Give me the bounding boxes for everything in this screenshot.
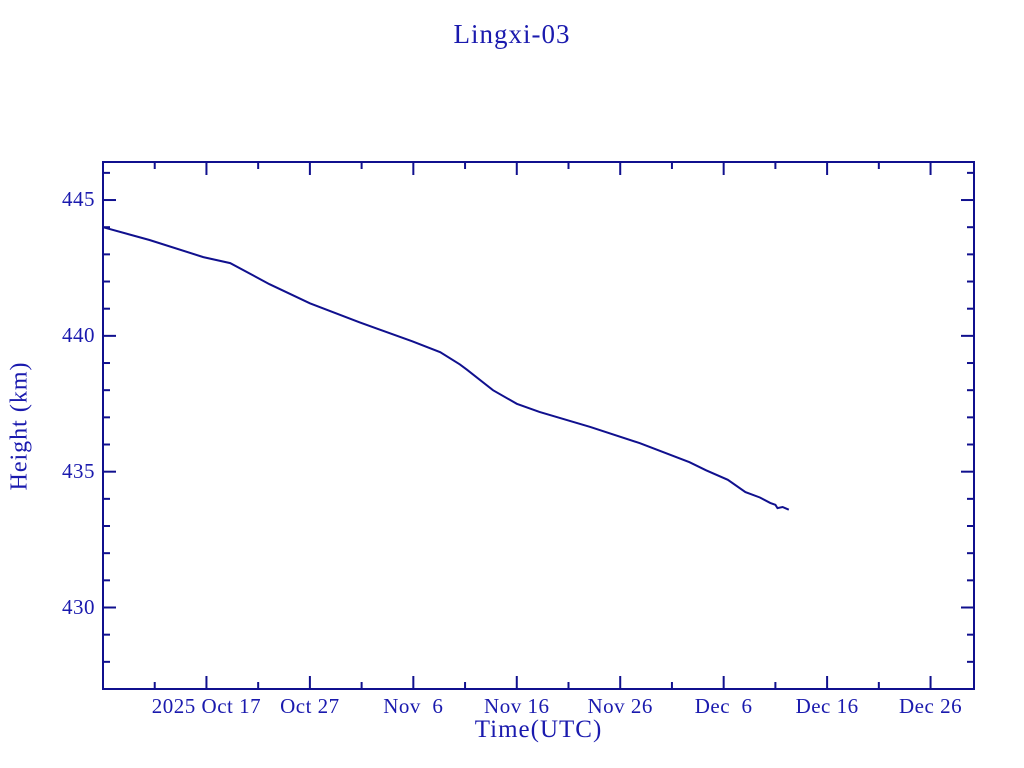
- y-tick-label: 435: [62, 458, 95, 483]
- x-tick-label: 2025 Oct 17: [151, 694, 262, 718]
- y-tick-label: 445: [62, 187, 95, 212]
- x-tick-label: Oct 27: [280, 694, 340, 718]
- x-tick-label: Dec 16: [795, 694, 859, 718]
- x-tick-label: Nov 6: [383, 694, 444, 718]
- x-tick-label: Dec 26: [899, 694, 963, 718]
- x-axis-title: Time(UTC): [474, 716, 603, 743]
- y-tick-label: 440: [62, 322, 95, 347]
- chart-title: Lingxi-03: [453, 19, 571, 49]
- x-tick-label: Dec 6: [694, 694, 753, 718]
- x-tick-label: Nov 26: [587, 694, 653, 718]
- plot-frame: [102, 161, 975, 690]
- y-tick-label: 430: [62, 594, 95, 619]
- series-line-orbit-height: [102, 226, 790, 511]
- x-tick-label: Nov 16: [484, 694, 550, 718]
